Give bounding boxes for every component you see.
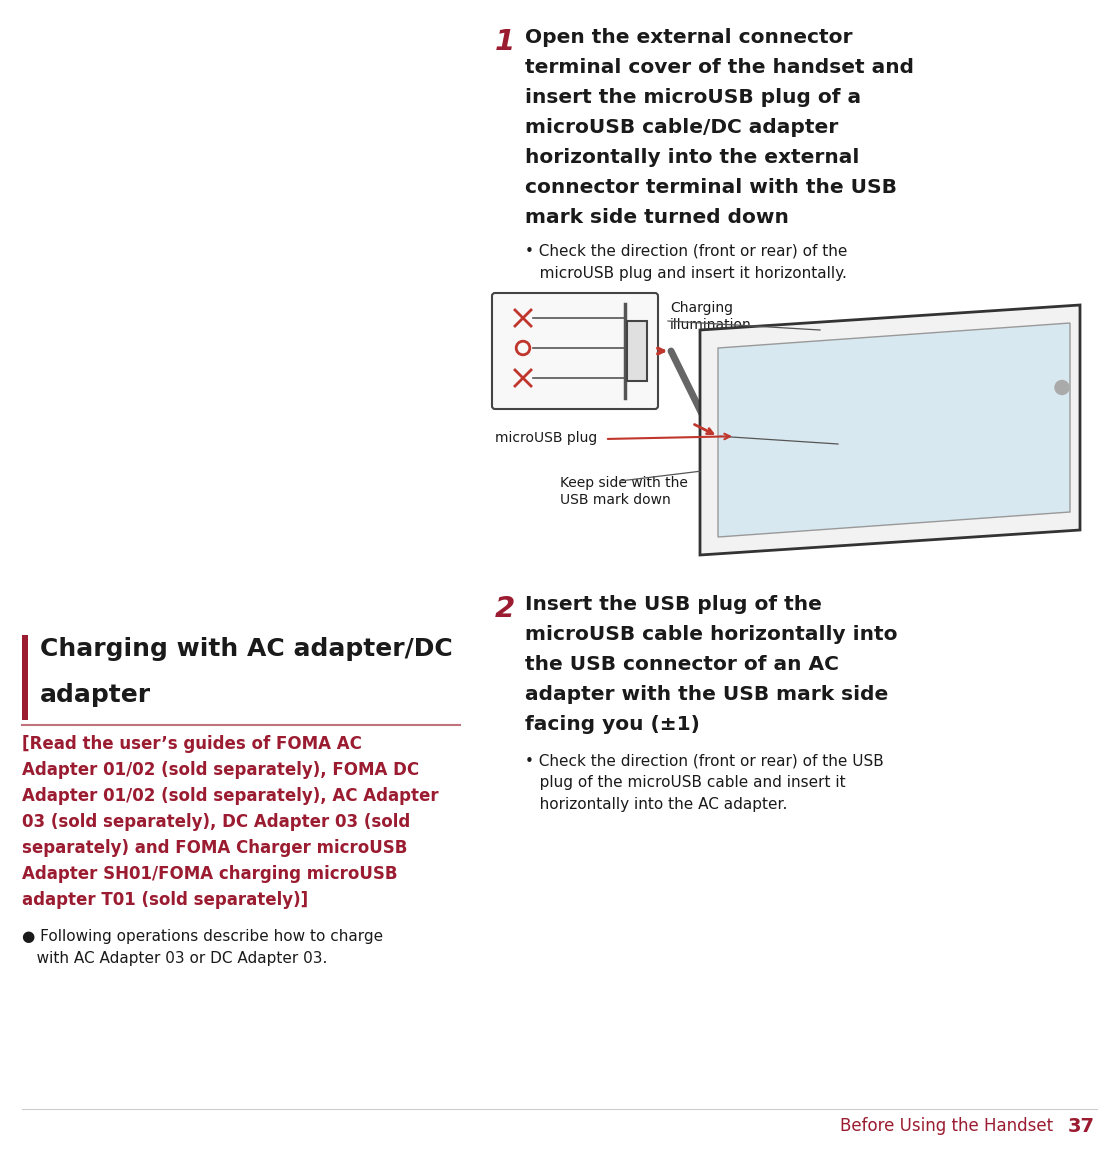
- Text: plug of the microUSB cable and insert it: plug of the microUSB cable and insert it: [525, 775, 846, 790]
- Text: horizontally into the AC adapter.: horizontally into the AC adapter.: [525, 797, 787, 812]
- Text: microUSB cable/DC adapter: microUSB cable/DC adapter: [525, 118, 838, 137]
- Text: with AC Adapter 03 or DC Adapter 03.: with AC Adapter 03 or DC Adapter 03.: [22, 951, 327, 966]
- Text: microUSB plug: microUSB plug: [495, 432, 598, 445]
- Text: Adapter SH01/FOMA charging microUSB: Adapter SH01/FOMA charging microUSB: [22, 865, 398, 883]
- Text: microUSB cable horizontally into: microUSB cable horizontally into: [525, 625, 897, 644]
- Circle shape: [1054, 381, 1069, 395]
- Text: adapter: adapter: [40, 683, 151, 707]
- Text: [Read the user’s guides of FOMA AC: [Read the user’s guides of FOMA AC: [22, 735, 362, 753]
- FancyBboxPatch shape: [627, 320, 647, 381]
- Text: the USB connector of an AC: the USB connector of an AC: [525, 655, 839, 675]
- Text: 03 (sold separately), DC Adapter 03 (sold: 03 (sold separately), DC Adapter 03 (sol…: [22, 813, 410, 831]
- Text: facing you (±1): facing you (±1): [525, 715, 700, 734]
- Text: ● Following operations describe how to charge: ● Following operations describe how to c…: [22, 929, 383, 944]
- Text: Keep side with the
USB mark down: Keep side with the USB mark down: [560, 476, 688, 507]
- Text: Charging with AC adapter/DC: Charging with AC adapter/DC: [40, 638, 452, 661]
- Text: External connector
terminal: External connector terminal: [840, 436, 972, 467]
- Text: terminal cover of the handset and: terminal cover of the handset and: [525, 58, 914, 78]
- Text: insert the microUSB plug of a: insert the microUSB plug of a: [525, 88, 861, 106]
- Text: Charging
illumination: Charging illumination: [670, 301, 752, 332]
- Text: 2: 2: [495, 595, 515, 622]
- Text: Adapter 01/02 (sold separately), AC Adapter: Adapter 01/02 (sold separately), AC Adap…: [22, 787, 439, 805]
- Text: separately) and FOMA Charger microUSB: separately) and FOMA Charger microUSB: [22, 839, 408, 857]
- FancyBboxPatch shape: [22, 635, 28, 720]
- Text: adapter with the USB mark side: adapter with the USB mark side: [525, 685, 888, 703]
- Polygon shape: [718, 323, 1070, 537]
- Polygon shape: [700, 305, 1080, 555]
- FancyBboxPatch shape: [491, 293, 658, 410]
- Text: mark side turned down: mark side turned down: [525, 208, 789, 227]
- Text: • Check the direction (front or rear) of the: • Check the direction (front or rear) of…: [525, 244, 848, 259]
- Text: connector terminal with the USB: connector terminal with the USB: [525, 178, 897, 197]
- Text: Insert the USB plug of the: Insert the USB plug of the: [525, 595, 822, 614]
- Text: microUSB plug and insert it horizontally.: microUSB plug and insert it horizontally…: [525, 266, 847, 281]
- Text: horizontally into the external: horizontally into the external: [525, 148, 859, 167]
- Text: Adapter 01/02 (sold separately), FOMA DC: Adapter 01/02 (sold separately), FOMA DC: [22, 761, 419, 779]
- Text: adapter T01 (sold separately)]: adapter T01 (sold separately)]: [22, 891, 308, 909]
- Text: 37: 37: [1068, 1117, 1095, 1136]
- Text: Before Using the Handset: Before Using the Handset: [840, 1117, 1053, 1135]
- Text: Open the external connector: Open the external connector: [525, 28, 852, 47]
- Text: 1: 1: [495, 28, 515, 56]
- Text: • Check the direction (front or rear) of the USB: • Check the direction (front or rear) of…: [525, 753, 884, 768]
